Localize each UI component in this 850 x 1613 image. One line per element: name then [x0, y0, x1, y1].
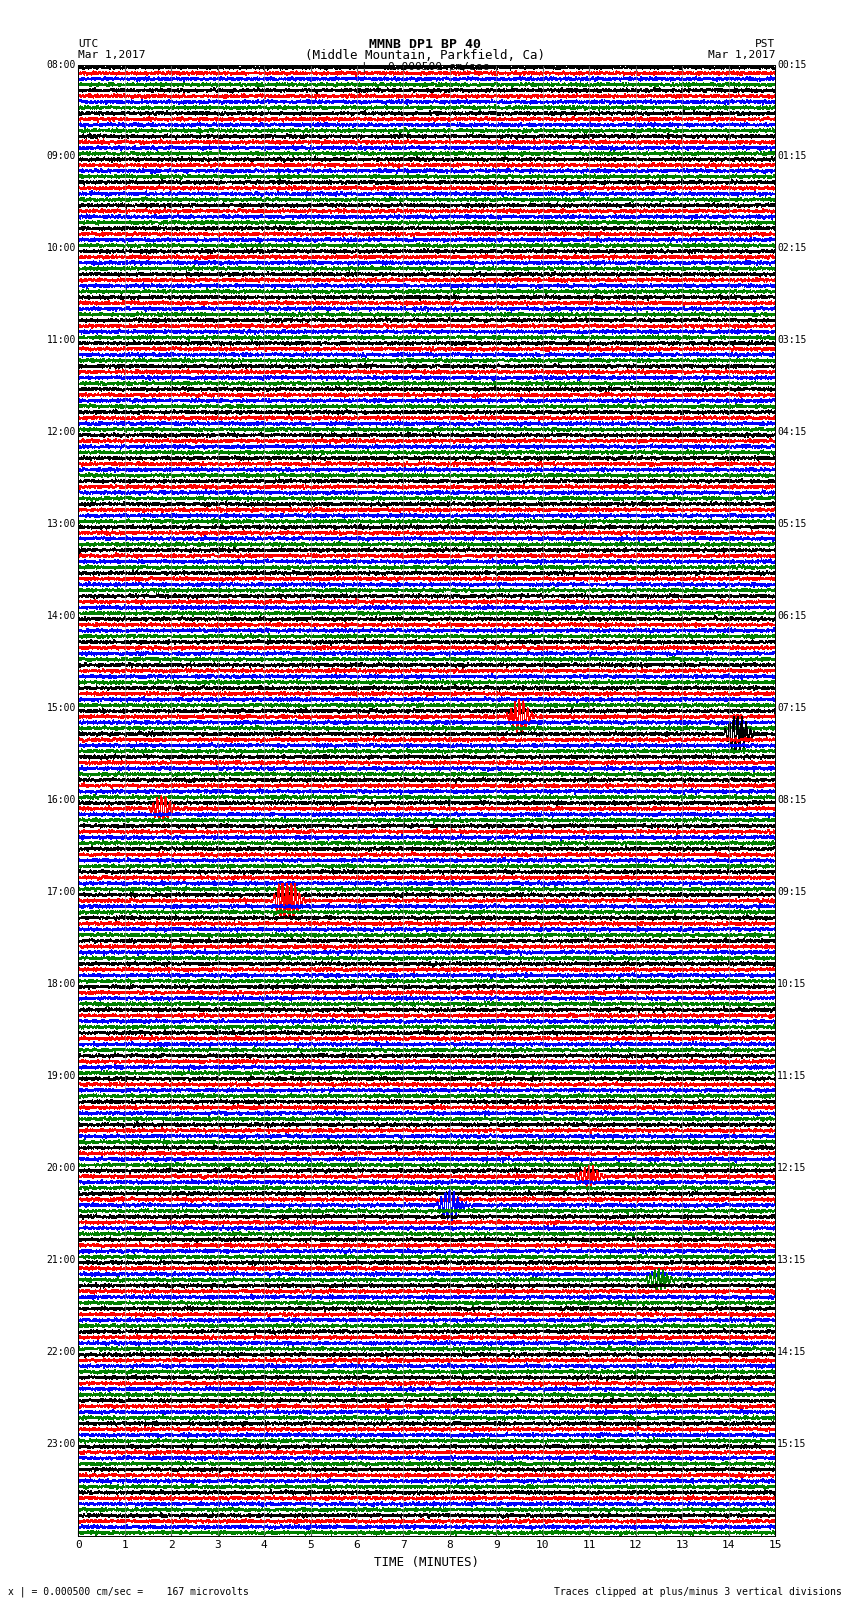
- Text: Traces clipped at plus/minus 3 vertical divisions: Traces clipped at plus/minus 3 vertical …: [553, 1587, 842, 1597]
- Text: 08:15: 08:15: [777, 795, 807, 805]
- Text: 09:15: 09:15: [777, 887, 807, 897]
- Text: x | = 0.000500 cm/sec =    167 microvolts: x | = 0.000500 cm/sec = 167 microvolts: [8, 1586, 249, 1597]
- Text: 01:15: 01:15: [777, 152, 807, 161]
- Text: Mar 1,2017: Mar 1,2017: [708, 50, 775, 60]
- Text: 18:00: 18:00: [47, 979, 76, 989]
- Text: 13:15: 13:15: [777, 1255, 807, 1265]
- Text: 14:00: 14:00: [47, 611, 76, 621]
- Text: 15:15: 15:15: [777, 1439, 807, 1448]
- Text: 12:00: 12:00: [47, 427, 76, 437]
- Text: 02:15: 02:15: [777, 244, 807, 253]
- Text: 12:15: 12:15: [777, 1163, 807, 1173]
- Text: 22:00: 22:00: [47, 1347, 76, 1357]
- Text: 10:15: 10:15: [777, 979, 807, 989]
- Text: (Middle Mountain, Parkfield, Ca): (Middle Mountain, Parkfield, Ca): [305, 48, 545, 63]
- Text: 15:00: 15:00: [47, 703, 76, 713]
- Text: 05:15: 05:15: [777, 519, 807, 529]
- Text: 00:15: 00:15: [777, 60, 807, 69]
- Text: 19:00: 19:00: [47, 1071, 76, 1081]
- Text: 09:00: 09:00: [47, 152, 76, 161]
- Text: 21:00: 21:00: [47, 1255, 76, 1265]
- X-axis label: TIME (MINUTES): TIME (MINUTES): [374, 1557, 479, 1569]
- Text: Mar 1,2017: Mar 1,2017: [78, 50, 145, 60]
- Text: 11:15: 11:15: [777, 1071, 807, 1081]
- Text: 11:00: 11:00: [47, 336, 76, 345]
- Text: 06:15: 06:15: [777, 611, 807, 621]
- Text: 10:00: 10:00: [47, 244, 76, 253]
- Text: 16:00: 16:00: [47, 795, 76, 805]
- Text: MMNB DP1 BP 40: MMNB DP1 BP 40: [369, 37, 481, 50]
- Text: PST: PST: [755, 39, 775, 50]
- Text: 03:15: 03:15: [777, 336, 807, 345]
- Text: 04:15: 04:15: [777, 427, 807, 437]
- Text: 14:15: 14:15: [777, 1347, 807, 1357]
- Text: 20:00: 20:00: [47, 1163, 76, 1173]
- Text: | = 0.000500 cm/sec: | = 0.000500 cm/sec: [361, 61, 489, 71]
- Text: 23:00: 23:00: [47, 1439, 76, 1448]
- Text: 08:00: 08:00: [47, 60, 76, 69]
- Text: UTC: UTC: [78, 39, 99, 50]
- Text: 13:00: 13:00: [47, 519, 76, 529]
- Text: 17:00: 17:00: [47, 887, 76, 897]
- Text: 07:15: 07:15: [777, 703, 807, 713]
